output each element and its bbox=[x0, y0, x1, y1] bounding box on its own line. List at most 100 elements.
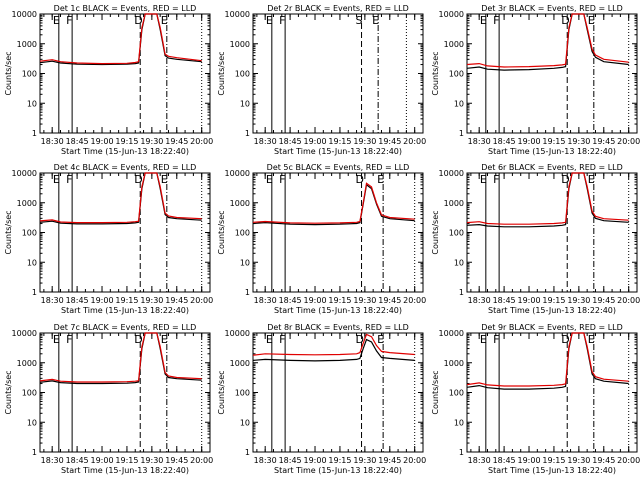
x-tick-label: 19:30 bbox=[567, 137, 590, 146]
x-tick-label: 19:30 bbox=[353, 456, 376, 465]
y-axis-label: Counts/sec bbox=[431, 370, 440, 414]
y-axis-label: Counts/sec bbox=[4, 51, 13, 95]
y-tick-label: 10000 bbox=[439, 10, 464, 19]
y-tick-label: 10000 bbox=[225, 169, 250, 178]
series-events-line bbox=[252, 338, 415, 362]
x-tick-label: 18:45 bbox=[279, 137, 302, 146]
plot-frame bbox=[252, 332, 424, 453]
event-marker-label: D bbox=[134, 333, 142, 346]
series-events-line bbox=[466, 13, 629, 71]
event-marker-label: F bbox=[279, 333, 285, 346]
x-axis-label: Start Time (15-Jun-13 18:22:40) bbox=[488, 306, 616, 315]
x-tick-label: 19:45 bbox=[592, 456, 615, 465]
x-tick-label: 18:30 bbox=[468, 296, 491, 305]
event-marker-label: E bbox=[480, 173, 487, 186]
y-tick-label: 100 bbox=[449, 389, 464, 398]
panel-2: Det 2r BLACK = Events, RED = LLD 1 10 100 10… bbox=[217, 4, 426, 156]
y-tick-label: 10000 bbox=[439, 329, 464, 338]
y-tick-label: 1 bbox=[459, 288, 464, 297]
x-tick-label: 18:45 bbox=[493, 296, 516, 305]
event-marker-label: E bbox=[53, 173, 60, 186]
y-tick-label: 10 bbox=[454, 418, 464, 427]
x-tick-label: 19:30 bbox=[567, 456, 590, 465]
event-marker-label: F bbox=[493, 333, 499, 346]
event-marker-label: F bbox=[279, 173, 285, 186]
plot-frame bbox=[39, 172, 211, 293]
event-marker-label: S bbox=[356, 14, 363, 27]
x-tick-label: 19:45 bbox=[165, 456, 188, 465]
y-tick-label: 10000 bbox=[225, 329, 250, 338]
event-marker-label: E bbox=[161, 14, 168, 27]
x-tick-label: 19:30 bbox=[140, 296, 163, 305]
y-tick-label: 10000 bbox=[439, 169, 464, 178]
x-tick-label: 20:00 bbox=[190, 296, 213, 305]
event-marker-label: E bbox=[480, 333, 487, 346]
x-axis-label: Start Time (15-Jun-13 18:22:40) bbox=[488, 466, 616, 475]
x-tick-label: 19:15 bbox=[542, 137, 565, 146]
x-tick-label: 19:15 bbox=[328, 456, 351, 465]
plot-frame bbox=[466, 13, 638, 134]
y-tick-label: 1000 bbox=[17, 359, 37, 368]
x-tick-label: 19:15 bbox=[115, 456, 138, 465]
y-tick-label: 10000 bbox=[12, 329, 37, 338]
event-marker-label: E bbox=[161, 173, 168, 186]
series-events-line bbox=[39, 13, 202, 66]
x-tick-label: 20:00 bbox=[190, 456, 213, 465]
panel-6: Det 6r BLACK = Events, RED = LLD 1 10 100 10… bbox=[431, 163, 640, 315]
y-tick-label: 1 bbox=[32, 288, 37, 297]
panel-title: Det 8r BLACK = Events, RED = LLD bbox=[267, 323, 409, 332]
x-tick-label: 19:30 bbox=[353, 296, 376, 305]
x-tick-label: 19:00 bbox=[90, 137, 113, 146]
x-tick-label: 18:30 bbox=[254, 456, 277, 465]
x-tick-label: 20:00 bbox=[190, 137, 213, 146]
x-tick-label: 20:00 bbox=[403, 296, 426, 305]
series-lld-line bbox=[39, 13, 202, 65]
event-marker-label: D bbox=[134, 14, 142, 27]
x-axis-label: Start Time (15-Jun-13 18:22:40) bbox=[488, 147, 616, 156]
x-tick-label: 19:45 bbox=[165, 296, 188, 305]
y-tick-label: 10000 bbox=[12, 10, 37, 19]
y-tick-label: 1000 bbox=[230, 40, 250, 49]
y-tick-label: 10000 bbox=[12, 169, 37, 178]
series-events-line bbox=[39, 332, 202, 385]
x-tick-label: 19:00 bbox=[303, 456, 326, 465]
x-tick-label: 18:30 bbox=[41, 296, 64, 305]
series-lld-line bbox=[39, 172, 202, 224]
x-tick-label: 18:30 bbox=[468, 137, 491, 146]
x-tick-label: 18:45 bbox=[279, 456, 302, 465]
y-tick-label: 1000 bbox=[444, 199, 464, 208]
y-tick-label: 1 bbox=[245, 129, 250, 138]
x-tick-label: 18:45 bbox=[279, 296, 302, 305]
x-tick-label: 20:00 bbox=[617, 456, 640, 465]
x-tick-label: 20:00 bbox=[403, 137, 426, 146]
y-tick-label: 10000 bbox=[225, 10, 250, 19]
x-tick-label: 19:45 bbox=[592, 137, 615, 146]
y-tick-label: 1000 bbox=[17, 199, 37, 208]
x-tick-label: 19:15 bbox=[542, 296, 565, 305]
y-tick-label: 1 bbox=[32, 129, 37, 138]
event-marker-label: F bbox=[493, 14, 499, 27]
panel-title: Det 9r BLACK = Events, RED = LLD bbox=[481, 323, 623, 332]
panel-title: Det 1c BLACK = Events, RED = LLD bbox=[54, 4, 197, 13]
event-marker-label: D bbox=[356, 333, 364, 346]
plot-frame bbox=[466, 172, 638, 293]
x-tick-label: 18:45 bbox=[66, 137, 89, 146]
panel-title: Det 2r BLACK = Events, RED = LLD bbox=[267, 4, 409, 13]
panel-4: Det 4c BLACK = Events, RED = LLD 1 10 100 10… bbox=[4, 163, 213, 315]
event-marker-label: E bbox=[266, 173, 273, 186]
x-tick-label: 19:00 bbox=[90, 296, 113, 305]
event-marker-label: E bbox=[53, 333, 60, 346]
panel-9: Det 9r BLACK = Events, RED = LLD 1 10 100 10… bbox=[431, 323, 640, 475]
event-marker-label: F bbox=[493, 173, 499, 186]
y-tick-label: 100 bbox=[449, 229, 464, 238]
x-tick-label: 19:00 bbox=[517, 296, 540, 305]
panel-5: Det 5c BLACK = Events, RED = LLD 1 10 100 10… bbox=[217, 163, 426, 315]
event-marker-label: D bbox=[561, 14, 569, 27]
y-tick-label: 10 bbox=[454, 99, 464, 108]
y-tick-label: 1000 bbox=[17, 40, 37, 49]
series-lld-line bbox=[466, 332, 629, 387]
panel-title: Det 3r BLACK = Events, RED = LLD bbox=[481, 4, 623, 13]
series-events-line bbox=[466, 332, 629, 390]
panel-1: Det 1c BLACK = Events, RED = LLD 1 10 100 10… bbox=[4, 4, 213, 156]
event-marker-label: E bbox=[266, 333, 273, 346]
